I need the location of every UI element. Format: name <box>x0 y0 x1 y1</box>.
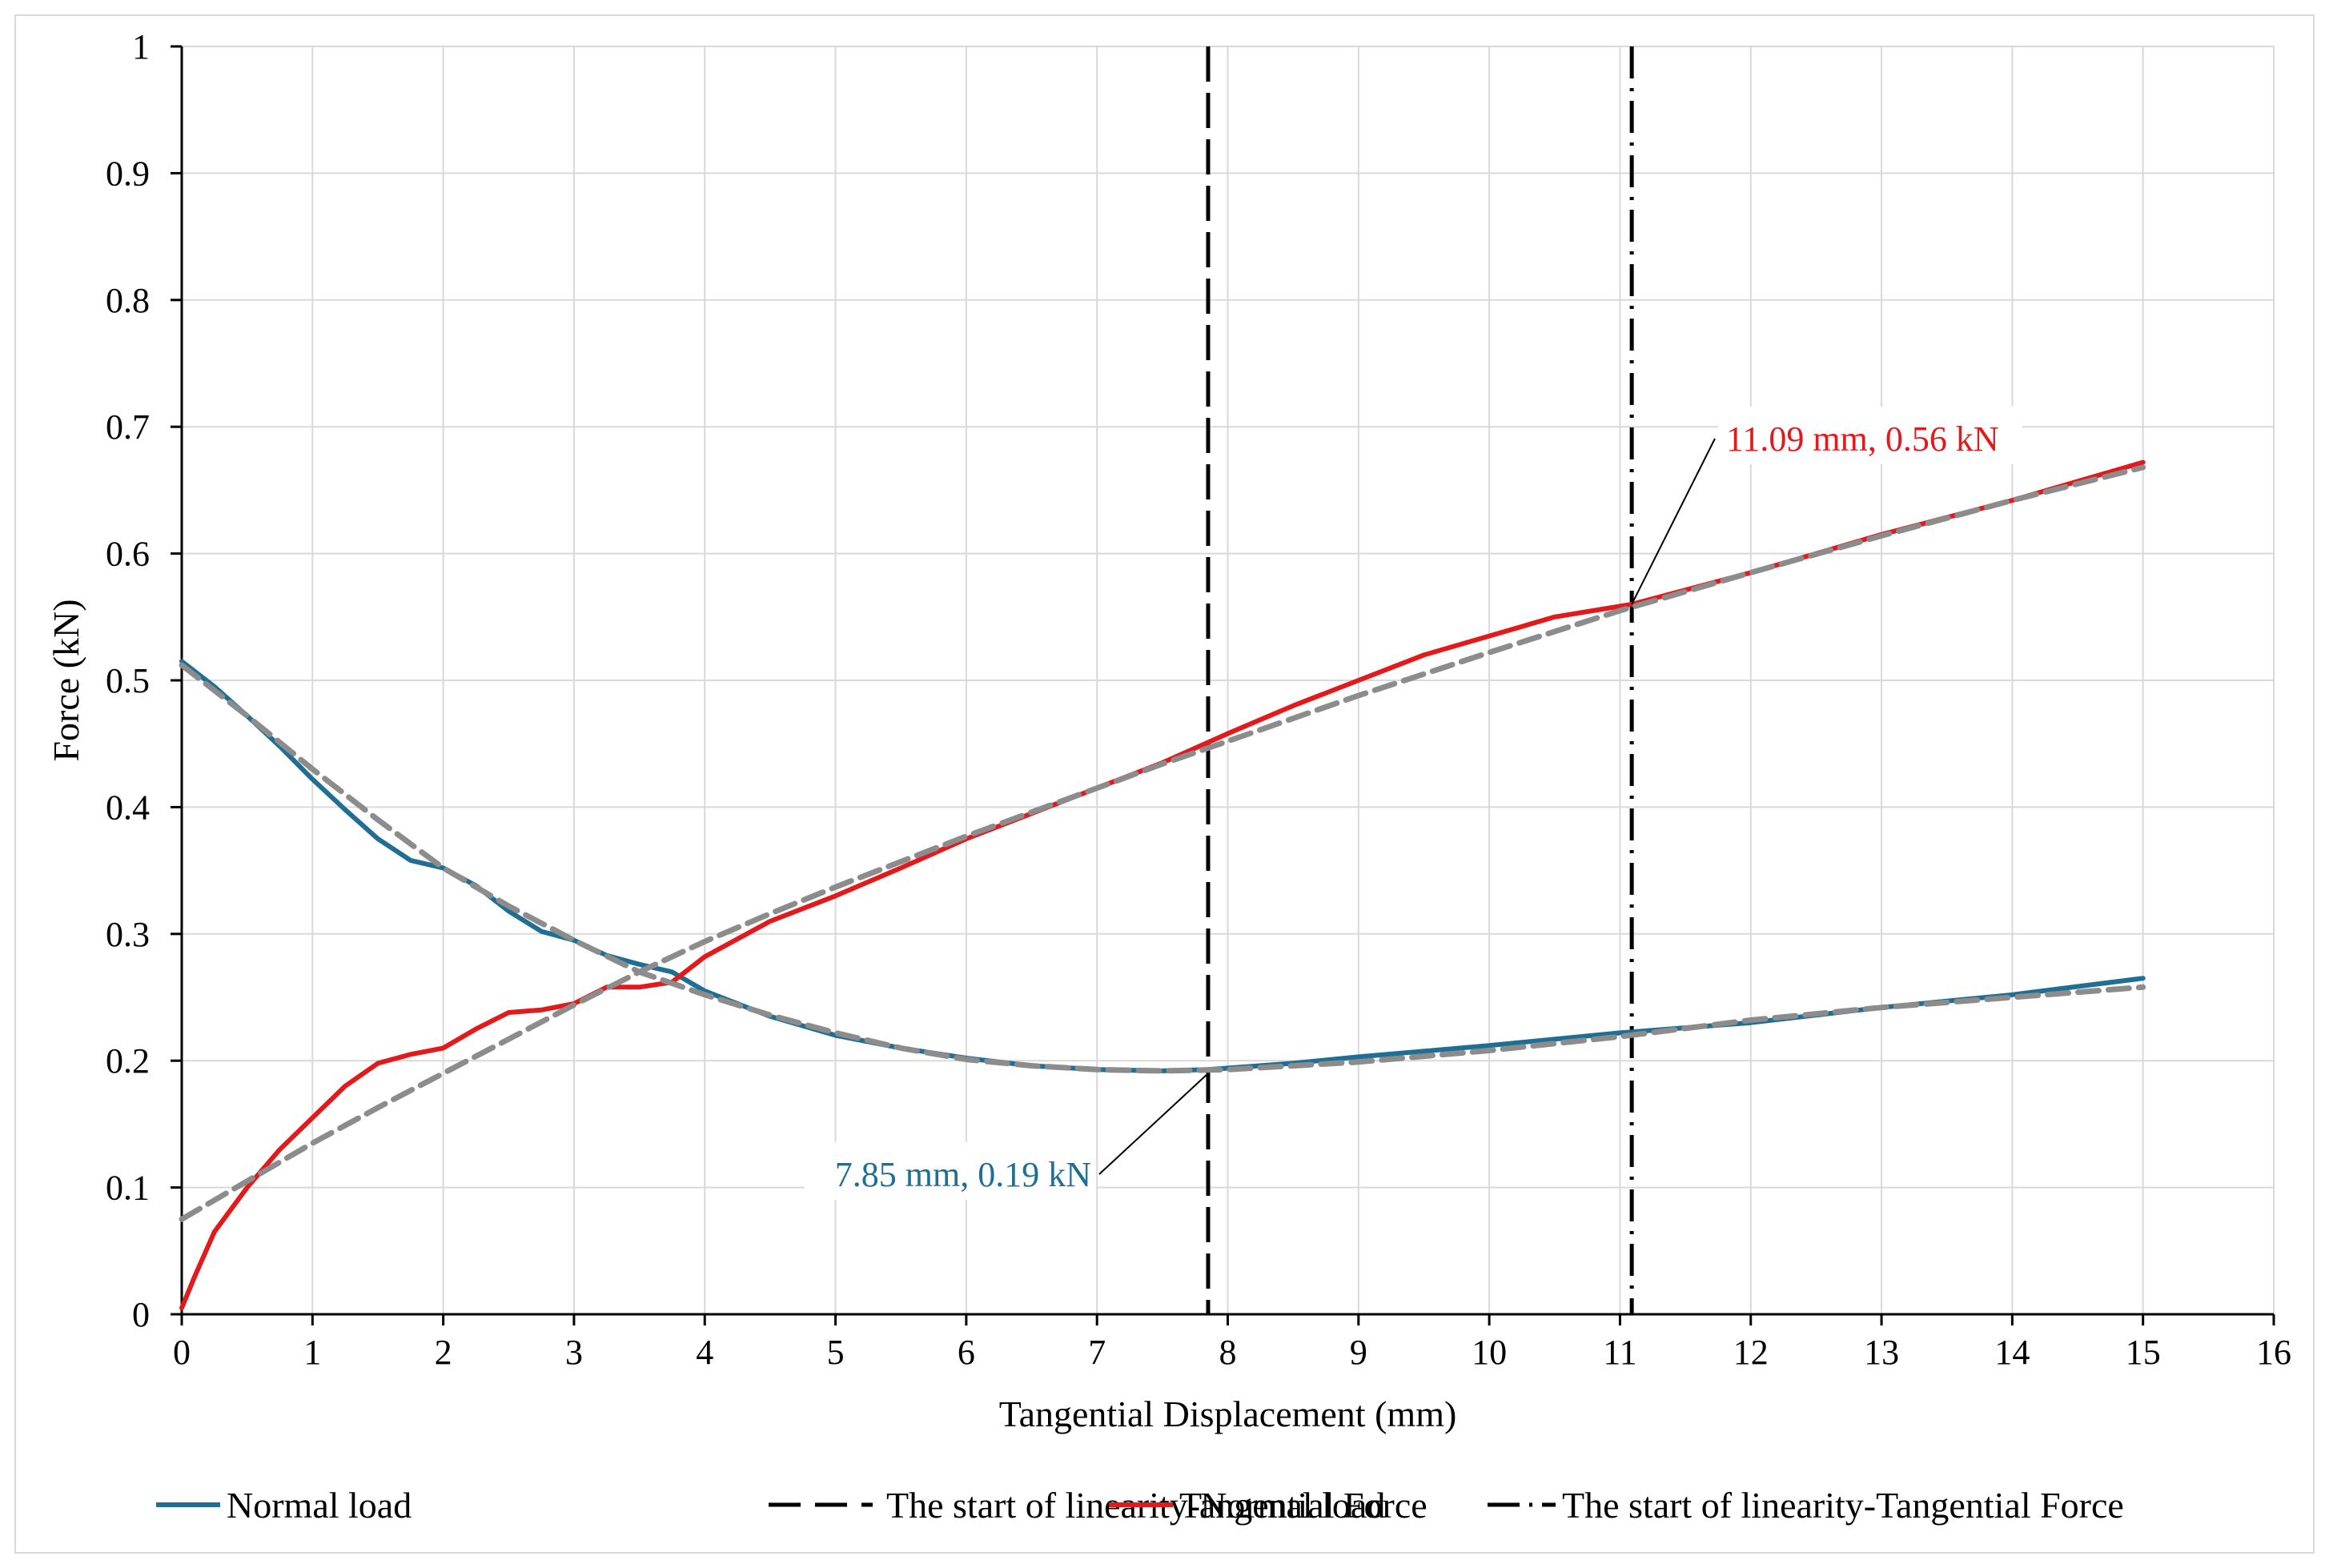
annotation-leader-normal <box>1098 1073 1209 1175</box>
annotation-label-normal: 7.85 mm, 0.19 kN <box>835 1155 1091 1194</box>
legend-label-0: Normal load <box>227 1485 412 1526</box>
chart-frame <box>14 14 2315 1554</box>
y-tick-label: 0.7 <box>106 407 150 447</box>
legend-label-3: The start of linearity-Tangential Force <box>1562 1485 2124 1526</box>
y-tick-label: 0.6 <box>106 535 150 574</box>
x-tick-label: 9 <box>1350 1333 1367 1372</box>
legend-label-2: Tangential Force <box>1179 1485 1428 1526</box>
x-tick-label: 14 <box>1994 1333 2030 1372</box>
x-axis-title: Tangential Displacement (mm) <box>999 1394 1457 1434</box>
y-tick-label: 0.9 <box>106 154 150 193</box>
x-tick-label: 10 <box>1472 1333 1507 1372</box>
x-tick-label: 12 <box>1733 1333 1769 1372</box>
y-tick-label: 0.1 <box>106 1169 150 1208</box>
annotation-box-tangential <box>1718 407 2022 464</box>
annotation-label-tangential: 11.09 mm, 0.56 kN <box>1726 419 1999 459</box>
y-tick-label: 1 <box>132 27 150 66</box>
y-tick-label: 0 <box>132 1295 150 1334</box>
x-tick-label: 13 <box>1864 1333 1899 1372</box>
series-tangential-force <box>179 459 2146 1311</box>
x-tick-label: 3 <box>565 1333 583 1372</box>
series-normal-load <box>179 659 2146 1073</box>
x-tick-label: 8 <box>1219 1333 1237 1372</box>
annotation-box-normal <box>805 1142 1096 1200</box>
y-tick-label: 0.3 <box>106 915 150 954</box>
annotation-leader-tangential <box>1631 438 1716 605</box>
x-tick-label: 4 <box>696 1333 713 1372</box>
x-tick-label: 16 <box>2256 1333 2291 1372</box>
x-tick-label: 6 <box>958 1333 975 1372</box>
y-tick-label: 0.8 <box>106 281 150 320</box>
x-tick-label: 15 <box>2126 1333 2161 1372</box>
y-tick-label: 0.4 <box>106 788 150 827</box>
x-tick-label: 11 <box>1603 1333 1636 1372</box>
x-tick-label: 1 <box>303 1333 321 1372</box>
x-tick-label: 0 <box>173 1333 191 1372</box>
y-tick-label: 0.5 <box>106 661 150 700</box>
y-tick-label: 0.2 <box>106 1041 150 1081</box>
x-tick-label: 5 <box>827 1333 845 1372</box>
series-tangential-force-fit <box>179 464 2146 1222</box>
y-axis-title: Force (kN) <box>46 599 86 761</box>
x-tick-label: 7 <box>1088 1333 1106 1372</box>
series-normal-load-fit <box>179 662 2146 1074</box>
x-tick-label: 2 <box>435 1333 452 1372</box>
